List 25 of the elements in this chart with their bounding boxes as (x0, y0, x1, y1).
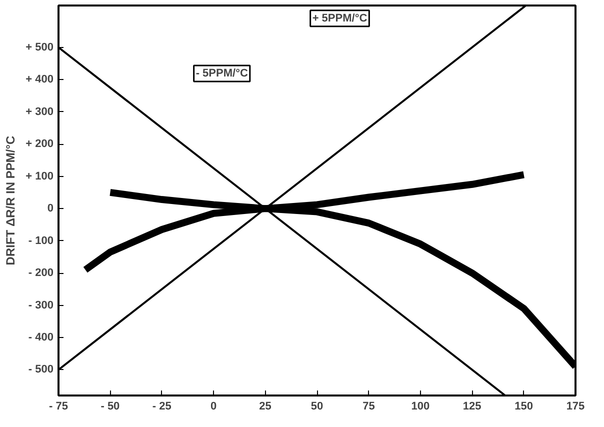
x-tick-label: - 75 (49, 400, 68, 412)
x-tick-label: - 50 (100, 400, 120, 412)
x-tick-label: 150 (514, 400, 533, 412)
y-tick-label: - 200 (28, 267, 54, 280)
y-tick-label: - 400 (28, 331, 54, 344)
y-tick-label: + 300 (26, 106, 54, 118)
x-tick-label: 125 (462, 400, 482, 412)
y-tick-label: - 100 (28, 234, 54, 247)
x-tick-label: - 25 (152, 400, 172, 412)
y-tick-label: 0 (47, 202, 54, 215)
y-tick-label: - 500 (28, 364, 54, 376)
y-tick-label: - 300 (28, 299, 54, 312)
text: + 5PPM/°C (312, 12, 368, 24)
x-tick-label: 25 (259, 400, 272, 412)
x-tick-label: 50 (310, 400, 324, 412)
y-axis-title: DRIFT ΔR/R IN PPM/°C (4, 135, 18, 266)
y-tick-label: + 100 (26, 170, 54, 182)
y-tick-label: + 400 (26, 74, 54, 86)
x-tick-label: 0 (210, 400, 217, 412)
x-tick-label: 75 (362, 400, 375, 412)
x-tick-label: 175 (566, 400, 585, 412)
text: - 5PPM/°C (196, 68, 248, 80)
x-tick-label: 100 (411, 400, 430, 412)
y-tick-label: + 200 (26, 138, 54, 150)
y-tick-label: + 500 (26, 41, 54, 54)
